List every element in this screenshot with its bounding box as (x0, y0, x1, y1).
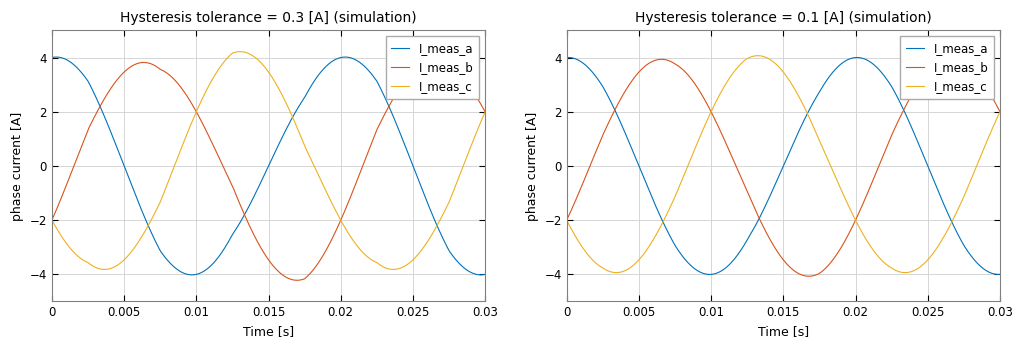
I_meas_b (755, 220, 767, 224)
I_meas_b (724, 150, 736, 154)
Line: I_meas_a: I_meas_a (52, 57, 485, 275)
I_meas_a (755, 213, 767, 217)
I_meas_c (151, 206, 163, 210)
I_meas_b (666, 60, 678, 64)
I_meas_a (662, 229, 674, 233)
Line: I_meas_b: I_meas_b (566, 59, 1000, 276)
I_meas_a (146, 233, 159, 237)
I_meas_a (479, 272, 492, 276)
I_meas_b (209, 147, 221, 151)
I_meas_b (427, 60, 439, 65)
Legend: I_meas_a, I_meas_b, I_meas_c: I_meas_a, I_meas_b, I_meas_c (386, 36, 479, 99)
I_meas_c (209, 72, 221, 76)
I_meas_c (662, 211, 674, 215)
I_meas_a (562, 55, 574, 60)
I_meas_c (664, 206, 676, 210)
I_meas_c (98, 267, 111, 272)
I_meas_a (46, 55, 58, 60)
I_meas_b (994, 110, 1007, 114)
I_meas_a (560, 55, 572, 60)
I_meas_a (666, 238, 678, 242)
I_meas_b (944, 57, 956, 61)
I_meas_a (50, 55, 62, 59)
Y-axis label: phase current [A]: phase current [A] (11, 111, 25, 221)
Line: I_meas_b: I_meas_b (52, 62, 485, 280)
I_meas_a (990, 272, 1002, 276)
I_meas_b (146, 62, 159, 67)
I_meas_c (994, 110, 1007, 114)
I_meas_c (610, 270, 623, 275)
I_meas_b (148, 64, 161, 68)
I_meas_c (233, 50, 246, 54)
X-axis label: Time [s]: Time [s] (758, 325, 809, 338)
I_meas_b (662, 58, 674, 62)
X-axis label: Time [s]: Time [s] (243, 325, 294, 338)
I_meas_a (724, 262, 736, 266)
Line: I_meas_c: I_meas_c (566, 56, 1000, 273)
I_meas_a (476, 273, 488, 277)
Line: I_meas_a: I_meas_a (566, 58, 1000, 274)
Line: I_meas_c: I_meas_c (52, 52, 485, 269)
I_meas_c (476, 117, 488, 121)
I_meas_b (560, 218, 572, 222)
I_meas_c (724, 75, 736, 79)
I_meas_c (479, 110, 492, 114)
I_meas_c (146, 215, 159, 220)
I_meas_b (291, 278, 303, 282)
I_meas_c (46, 218, 58, 222)
I_meas_a (994, 272, 1007, 276)
I_meas_a (209, 259, 221, 263)
I_meas_a (148, 238, 161, 242)
I_meas_c (240, 51, 252, 55)
I_meas_c (560, 218, 572, 222)
I_meas_c (148, 211, 161, 215)
I_meas_b (151, 65, 163, 69)
I_meas_a (151, 243, 163, 247)
Legend: I_meas_a, I_meas_b, I_meas_c: I_meas_a, I_meas_b, I_meas_c (900, 36, 994, 99)
I_meas_c (752, 54, 764, 58)
I_meas_c (666, 201, 678, 206)
I_meas_a (474, 273, 486, 277)
Y-axis label: phase current [A]: phase current [A] (526, 111, 539, 221)
Title: Hysteresis tolerance = 0.3 [A] (simulation): Hysteresis tolerance = 0.3 [A] (simulati… (120, 11, 417, 25)
I_meas_b (803, 274, 815, 278)
I_meas_b (476, 104, 488, 108)
I_meas_b (240, 216, 252, 220)
I_meas_c (990, 117, 1002, 121)
I_meas_a (992, 272, 1005, 276)
Title: Hysteresis tolerance = 0.1 [A] (simulation): Hysteresis tolerance = 0.1 [A] (simulati… (635, 11, 932, 25)
I_meas_b (46, 218, 58, 222)
I_meas_a (664, 233, 676, 238)
I_meas_b (479, 110, 492, 114)
I_meas_b (664, 59, 676, 63)
I_meas_c (755, 54, 767, 58)
I_meas_a (240, 210, 252, 214)
I_meas_b (990, 103, 1002, 107)
